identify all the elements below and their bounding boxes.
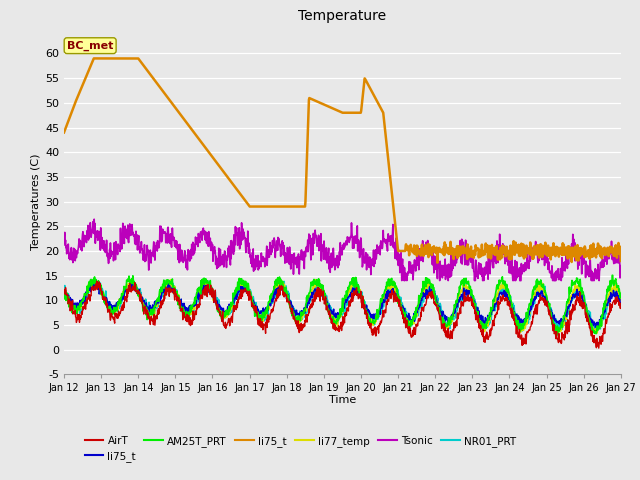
X-axis label: Time: Time <box>329 395 356 405</box>
Y-axis label: Temperatures (C): Temperatures (C) <box>31 153 41 250</box>
Title: Temperature: Temperature <box>298 10 387 24</box>
Text: BC_met: BC_met <box>67 40 113 51</box>
Legend: AirT, li75_t, AM25T_PRT, li75_t, li77_temp, Tsonic, NR01_PRT: AirT, li75_t, AM25T_PRT, li75_t, li77_te… <box>81 432 520 466</box>
